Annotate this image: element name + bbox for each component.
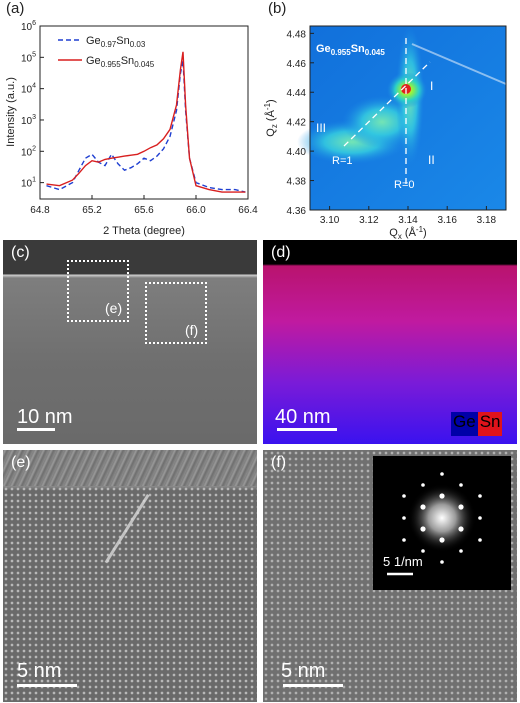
scale-bar-e — [17, 684, 77, 687]
legend-entry-1: Ge0.97Sn0.03 — [86, 35, 146, 49]
fft-spot — [459, 483, 463, 487]
fft-spot — [478, 516, 482, 520]
a-x-axis-label: 2 Theta (degree) — [103, 225, 185, 237]
a-y-tick-label: 105 — [21, 51, 36, 64]
a-y-tick-label: 102 — [21, 145, 36, 158]
label-region-iii: III — [316, 121, 326, 135]
a-x-tick-label: 66.0 — [186, 205, 206, 216]
fft-spot — [478, 538, 482, 542]
plot-frame-a — [39, 25, 249, 200]
b-x-tick-label: 3.10 — [320, 215, 340, 226]
fft-spot — [458, 504, 464, 510]
a-y-tick-label: 106 — [21, 20, 36, 33]
fft-spot — [420, 526, 426, 532]
fft-spot — [421, 483, 425, 487]
scale-label-f: 5 nm — [281, 660, 326, 682]
scale-bar-f — [283, 684, 343, 687]
fft-pattern: 5 1/nm — [383, 472, 482, 576]
panel-a-label: (a) — [6, 0, 25, 17]
b-y-axis-label: Qz (Å-1) — [263, 99, 279, 136]
fft-spot — [439, 537, 445, 543]
a-x-tick-label: 65.6 — [134, 205, 154, 216]
scale-label-fft: 5 1/nm — [383, 554, 423, 569]
scale-label-d: 40 nm — [275, 406, 331, 428]
amorphous-cap-layer — [3, 450, 257, 486]
b-x-axis-label: Qx (Å-1) — [389, 225, 426, 240]
a-legend: Ge0.97Sn0.03 Ge0.955Sn0.045 — [58, 35, 155, 69]
panel-f-hrtem: (f) 5 1/nm 5 nm — [263, 450, 517, 702]
b-y-tick-label: 4.40 — [287, 147, 307, 158]
b-x-tick-labels: 3.10 3.12 3.14 3.16 3.18 — [320, 206, 497, 226]
b-title: Ge0.955Sn0.045 — [316, 43, 385, 57]
b-x-tick-label: 3.18 — [477, 215, 497, 226]
a-x-tick-label: 64.8 — [30, 205, 50, 216]
region-box-f — [145, 282, 207, 344]
panel-e-label: (e) — [11, 454, 31, 471]
a-y-tick-labels: 101 102 103 104 105 106 — [21, 20, 44, 190]
panel-a-chart: 64.8 65.2 65.6 66.0 66.4 101102103104105106 … — [5, 20, 258, 237]
panel-f-label: (f) — [271, 454, 287, 471]
b-x-tick-label: 3.14 — [398, 215, 418, 226]
scale-bar-c — [17, 428, 55, 431]
b-y-tick-label: 4.46 — [287, 59, 307, 70]
element-legend: Ge Sn — [451, 412, 503, 436]
panel-d-eds-map: (d) 40 nm Ge Sn — [263, 240, 517, 444]
legend-sn: Sn — [477, 412, 503, 436]
b-y-tick-label: 4.44 — [287, 88, 307, 99]
a-x-tick-label: 65.2 — [82, 205, 102, 216]
fft-spot — [478, 494, 482, 498]
stacking-fault-line — [104, 494, 150, 564]
panel-e-hrtem: (e) 5 nm — [3, 450, 257, 702]
region-box-e — [67, 260, 129, 322]
fft-spot — [402, 516, 406, 520]
scale-label-e: 5 nm — [17, 660, 62, 682]
fft-spot — [402, 538, 406, 542]
label-region-i: I — [430, 79, 433, 93]
fft-spot — [420, 504, 426, 510]
panel-b-label: (b) — [268, 0, 287, 17]
fft-spot — [440, 560, 444, 564]
b-y-tick-label: 4.36 — [287, 206, 307, 217]
a-x-tick-labels: 64.8 65.2 65.6 66.0 66.4 — [30, 195, 258, 216]
fft-spot — [421, 549, 425, 553]
a-series-lines — [46, 51, 246, 193]
label-r0: R=0 — [394, 179, 415, 191]
legend-ge: Ge — [451, 412, 478, 436]
panel-d-label: (d) — [271, 244, 291, 261]
panel-c-tem: (c) (e) (f) 10 nm — [3, 240, 257, 444]
region-box-f-label: (f) — [185, 322, 199, 338]
region-box-e-label: (e) — [105, 300, 123, 316]
label-r1: R=1 — [332, 155, 353, 167]
a-series-line-2 — [46, 51, 246, 193]
a-series-line-1 — [46, 60, 246, 193]
fft-spot — [440, 472, 444, 476]
fft-spot — [458, 526, 464, 532]
scale-bar-d — [277, 428, 337, 431]
fft-inset: 5 1/nm — [373, 456, 511, 590]
panel-c-label: (c) — [11, 244, 30, 261]
b-y-tick-label: 4.38 — [287, 177, 307, 188]
fft-diffraction-spots — [402, 472, 482, 564]
a-y-axis-label: Intensity (a.u.) — [5, 77, 17, 147]
a-y-tick-label: 103 — [21, 114, 36, 127]
a-x-tick-label: 66.4 — [238, 205, 258, 216]
scale-label-c: 10 nm — [17, 406, 73, 428]
fft-spot — [459, 549, 463, 553]
b-x-tick-label: 3.16 — [437, 215, 457, 226]
fft-spot — [439, 493, 445, 499]
rsm-streak-line — [411, 43, 507, 85]
panel-b-rsm: Ge0.955Sn0.045 R=1 R=0 I II III 3.10 3.12… — [263, 25, 507, 240]
legend-entry-2: Ge0.955Sn0.045 — [86, 55, 155, 69]
r1-relaxation-line — [343, 61, 431, 147]
fft-central-glow — [408, 484, 476, 552]
b-y-tick-label: 4.48 — [287, 29, 307, 40]
b-x-tick-label: 3.12 — [359, 215, 379, 226]
label-region-ii: II — [428, 153, 435, 167]
b-y-tick-labels: 4.48 4.46 4.44 4.42 4.40 4.38 4.36 — [287, 29, 314, 217]
a-y-tick-label: 101 — [21, 177, 36, 190]
a-y-tick-label: 104 — [21, 83, 36, 96]
b-y-tick-label: 4.42 — [287, 118, 307, 129]
fft-spot — [402, 494, 406, 498]
